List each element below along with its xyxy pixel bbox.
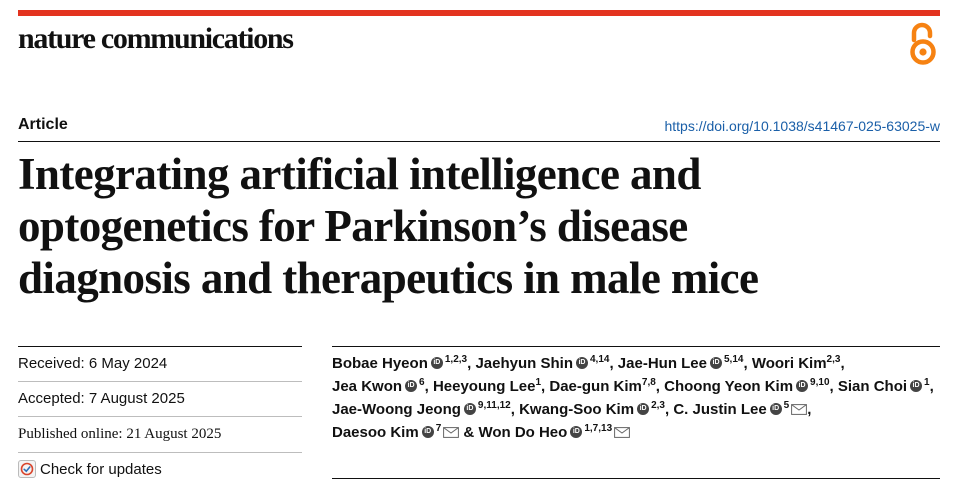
check-for-updates-label: Check for updates <box>40 460 162 478</box>
author-item: Dae-gun Kim7,8 <box>549 377 656 396</box>
dates-separator <box>18 381 302 382</box>
author-item: Sian Choi iD 1 <box>837 377 930 396</box>
title-line: Integrating artificial intelligence and <box>18 149 701 199</box>
affiliation-superscript[interactable]: 1,7,13 <box>584 423 613 434</box>
author-item: Jaehyun Shin iD 4,14 <box>475 354 610 373</box>
open-access-icon[interactable] <box>906 22 940 66</box>
dates-separator <box>18 416 302 417</box>
envelope-icon[interactable] <box>791 403 808 415</box>
journal-name[interactable]: nature communications <box>18 22 294 55</box>
affiliation-superscript[interactable]: 6 <box>419 377 425 388</box>
affiliation-superscript[interactable]: 5,14 <box>724 354 744 365</box>
orcid-icon[interactable]: iD <box>405 380 418 393</box>
orcid-icon[interactable]: iD <box>575 357 588 370</box>
author-name[interactable]: C. Justin Lee <box>673 401 767 418</box>
author-name[interactable]: Kwang-Soo Kim <box>519 401 635 418</box>
doi-link[interactable]: https://doi.org/10.1038/s41467-025-63025… <box>664 118 940 134</box>
affiliation-superscript[interactable]: 2,3 <box>826 354 841 365</box>
author-list: Bobae Hyeon iD 1,2,3, Jaehyun Shin iD 4,14, … <box>332 352 942 444</box>
author-separator: , <box>829 378 838 395</box>
received-date: Received: 6 May 2024 <box>18 355 168 372</box>
journal-brand-bar <box>18 10 940 16</box>
author-name[interactable]: Jae-Woong Jeong <box>332 401 461 418</box>
author-separator: , <box>840 355 845 372</box>
author-name[interactable]: Daesoo Kim <box>332 424 419 441</box>
author-item: Kwang-Soo Kim iD 2,3 <box>519 400 665 419</box>
orcid-icon[interactable]: iD <box>463 403 476 416</box>
orcid-icon[interactable]: iD <box>910 380 923 393</box>
author-item: Jea Kwon iD 6 <box>332 377 425 396</box>
check-for-updates-icon <box>18 460 36 478</box>
title-line: diagnosis and therapeutics in male mice <box>18 253 759 303</box>
title-line: optogenetics for Parkinson’s disease <box>18 201 688 251</box>
author-separator: , <box>929 378 934 395</box>
author-separator: , <box>655 378 665 395</box>
check-for-updates-button[interactable]: Check for updates <box>18 460 162 478</box>
affiliation-superscript[interactable]: 4,14 <box>589 354 610 365</box>
accepted-date: Accepted: 7 August 2025 <box>18 390 185 407</box>
author-item: Jae-Woong Jeong iD 9,11,12 <box>332 400 511 419</box>
affiliation-superscript[interactable]: 1 <box>535 377 542 388</box>
dates-separator <box>18 452 302 453</box>
orcid-icon[interactable]: iD <box>796 380 809 393</box>
affiliation-superscript[interactable]: 1 <box>924 377 930 388</box>
orcid-icon[interactable]: iD <box>570 426 583 439</box>
author-separator: , <box>609 355 618 372</box>
author-separator: & <box>459 424 479 441</box>
author-separator: , <box>807 401 812 418</box>
author-name[interactable]: Choong Yeon Kim <box>664 378 794 395</box>
authors-divider <box>332 346 940 347</box>
author-name[interactable]: Won Do Heo <box>478 424 568 441</box>
author-name[interactable]: Jaehyun Shin <box>475 355 573 372</box>
orcid-icon[interactable]: iD <box>421 426 434 439</box>
header-divider <box>18 141 940 142</box>
author-item: C. Justin Lee iD 5 <box>673 400 808 418</box>
affiliation-superscript[interactable]: 2,3 <box>651 400 665 411</box>
author-name[interactable]: Jea Kwon <box>332 378 403 395</box>
orcid-icon[interactable]: iD <box>710 357 722 370</box>
author-item: Won Do Heo iD 1,7,13 <box>478 423 631 441</box>
author-name[interactable]: Heeyoung Lee <box>432 378 536 395</box>
author-name[interactable]: Jae-Hun Lee <box>617 355 707 372</box>
envelope-icon[interactable] <box>443 426 460 438</box>
author-separator: , <box>467 355 476 372</box>
dates-divider <box>18 346 302 347</box>
author-item: Bobae Hyeon iD 1,2,3 <box>332 354 468 373</box>
affiliation-superscript[interactable]: 1,2,3 <box>444 354 468 365</box>
author-name[interactable]: Woori Kim <box>751 355 827 372</box>
orcid-icon[interactable]: iD <box>769 403 782 416</box>
article-title: Integrating artificial intelligence and … <box>18 148 918 304</box>
affiliation-superscript[interactable]: 7,8 <box>641 377 656 388</box>
author-separator: , <box>664 401 674 418</box>
author-separator: , <box>541 378 550 395</box>
affiliation-superscript[interactable]: 5 <box>783 400 790 411</box>
authors-bottom-divider <box>332 478 940 479</box>
author-item: Choong Yeon Kim iD 9,10 <box>664 377 830 396</box>
author-separator: , <box>424 378 433 395</box>
orcid-icon[interactable]: iD <box>430 357 443 370</box>
author-item: Woori Kim2,3 <box>751 354 841 373</box>
author-name[interactable]: Dae-gun Kim <box>549 378 642 395</box>
envelope-icon[interactable] <box>614 426 631 438</box>
published-date: Published online: 21 August 2025 <box>18 426 222 442</box>
author-item: Jae-Hun Lee iD 5,14 <box>617 354 744 373</box>
author-separator: , <box>743 355 752 372</box>
author-name[interactable]: Bobae Hyeon <box>332 355 428 372</box>
orcid-icon[interactable]: iD <box>637 403 650 416</box>
affiliation-superscript[interactable]: 9,10 <box>810 377 830 388</box>
affiliation-superscript[interactable]: 9,11,12 <box>477 400 511 411</box>
author-item: Daesoo Kim iD 7 <box>332 423 460 441</box>
author-separator: , <box>510 401 520 418</box>
author-name[interactable]: Sian Choi <box>837 378 908 395</box>
author-item: Heeyoung Lee1 <box>432 377 542 396</box>
affiliation-superscript[interactable]: 7 <box>435 423 442 434</box>
article-type-label: Article <box>18 116 68 133</box>
